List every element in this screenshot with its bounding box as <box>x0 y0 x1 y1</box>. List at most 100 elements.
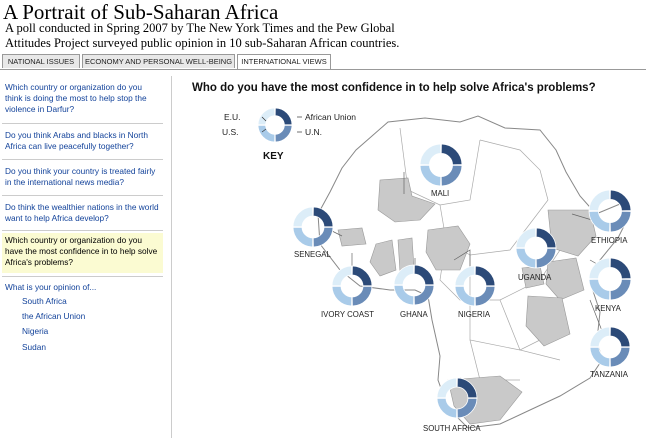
mali-shape <box>377 177 436 223</box>
page-subtitle: A poll conducted in Spring 2007 by The N… <box>5 21 400 50</box>
divider <box>2 195 163 196</box>
key-label-african-union: African Union <box>305 112 356 122</box>
segment-eu <box>331 265 353 287</box>
country-label-mali: MALI <box>431 189 449 198</box>
segment-african-union <box>535 227 557 249</box>
segment-us <box>331 285 353 307</box>
tab-bar: NATIONAL ISSUES ECONOMY AND PERSONAL WEL… <box>0 54 646 70</box>
opinion-link-south-africa[interactable]: South Africa <box>22 296 67 306</box>
segment-us <box>454 285 476 307</box>
map-question: Who do you have the most confidence in t… <box>192 82 596 94</box>
segment-us <box>393 284 415 306</box>
segment-african-union <box>456 377 478 399</box>
segment-eu <box>454 265 476 287</box>
segment-un <box>274 124 293 143</box>
segment-african-union <box>609 189 632 212</box>
segment-eu <box>419 143 442 166</box>
country-label-ethiopia: ETHIOPIA <box>591 236 628 245</box>
donut-kenya[interactable] <box>588 257 632 301</box>
segment-us <box>436 397 458 419</box>
country-label-south-africa: SOUTH AFRICA <box>423 424 481 433</box>
donut-uganda[interactable] <box>515 227 557 269</box>
tab-economy[interactable]: ECONOMY AND PERSONAL WELL-BEING <box>82 54 235 68</box>
segment-un <box>440 164 463 187</box>
segment-un <box>456 397 478 419</box>
sidebar-question-confidence[interactable]: Which country or organization do you hav… <box>2 233 163 273</box>
segment-un <box>609 278 632 301</box>
sidebar-divider <box>171 76 172 438</box>
sidebar-question-news-media[interactable]: Do you think your country is treated fai… <box>5 166 156 187</box>
country-label-nigeria: NIGERIA <box>458 310 491 319</box>
tab-national-issues[interactable]: NATIONAL ISSUES <box>2 54 80 68</box>
country-label-uganda: UGANDA <box>518 273 552 282</box>
segment-african-union <box>274 107 293 126</box>
key-label-us: U.S. <box>222 127 239 137</box>
opinion-link-nigeria[interactable]: Nigeria <box>22 326 49 336</box>
opinion-link-african-union[interactable]: the African Union <box>22 311 86 321</box>
segment-eu <box>257 107 276 126</box>
segment-un <box>474 285 496 307</box>
segment-un <box>535 247 557 269</box>
surveyed-countries <box>337 177 597 425</box>
segment-un <box>413 284 435 306</box>
segment-us <box>292 226 314 248</box>
divider <box>2 230 163 231</box>
sidebar-question-arabs-blacks[interactable]: Do you think Arabs and blacks in North A… <box>5 130 148 151</box>
senegal-shape <box>337 227 367 247</box>
country-label-senegal: SENEGAL <box>294 250 331 259</box>
segment-us <box>588 210 611 233</box>
segment-eu <box>588 257 611 280</box>
divider <box>2 123 163 124</box>
donut-nigeria[interactable] <box>454 265 496 307</box>
segment-eu <box>588 189 611 212</box>
segment-us <box>588 278 611 301</box>
opinion-link-sudan[interactable]: Sudan <box>22 342 46 352</box>
segment-eu <box>589 326 611 348</box>
segment-african-union <box>609 257 632 280</box>
sidebar-question-darfur[interactable]: Which country or organization do you thi… <box>5 82 147 114</box>
segment-us <box>419 164 442 187</box>
segment-un <box>312 226 334 248</box>
nigeria-shape <box>425 225 471 271</box>
donut-ethiopia[interactable] <box>588 189 632 233</box>
page-title: A Portrait of Sub-Saharan Africa <box>3 0 279 24</box>
donut-tanzania[interactable] <box>589 326 631 368</box>
ivory-coast-shape <box>369 239 397 277</box>
segment-eu <box>393 264 415 286</box>
key-donut <box>257 107 293 143</box>
segment-us <box>589 346 611 368</box>
segment-us <box>515 247 537 269</box>
segment-eu <box>436 377 458 399</box>
segment-un <box>609 210 632 233</box>
country-label-kenya: KENYA <box>595 304 622 313</box>
key-label-un: U.N. <box>305 127 322 137</box>
donut-mali[interactable] <box>419 143 463 187</box>
country-label-tanzania: TANZANIA <box>590 370 629 379</box>
segment-eu <box>292 206 314 228</box>
donut-ghana[interactable] <box>393 264 435 306</box>
segment-african-union <box>474 265 496 287</box>
kenya-shape <box>545 257 585 301</box>
segment-us <box>257 124 276 143</box>
segment-african-union <box>609 326 631 348</box>
tanzania-shape <box>525 295 571 347</box>
tab-international-views[interactable]: INTERNATIONAL VIEWS <box>237 54 331 69</box>
segment-african-union <box>312 206 334 228</box>
segment-eu <box>515 227 537 249</box>
donut-south-africa[interactable] <box>436 377 478 419</box>
sidebar-question-wealthier-nations[interactable]: Do think the wealthier nations in the wo… <box>5 202 159 223</box>
donut-senegal[interactable] <box>292 206 334 248</box>
segment-un <box>609 346 631 368</box>
key-title: KEY <box>263 151 284 162</box>
segment-un <box>351 285 373 307</box>
segment-african-union <box>413 264 435 286</box>
key-label-eu: E.U. <box>224 112 241 122</box>
country-label-ghana: GHANA <box>400 310 429 319</box>
opinion-heading: What is your opinion of... <box>5 282 97 292</box>
segment-african-union <box>351 265 373 287</box>
divider <box>2 276 163 277</box>
donut-ivory-coast[interactable] <box>331 265 373 307</box>
divider <box>2 159 163 160</box>
key-lines <box>261 116 302 133</box>
